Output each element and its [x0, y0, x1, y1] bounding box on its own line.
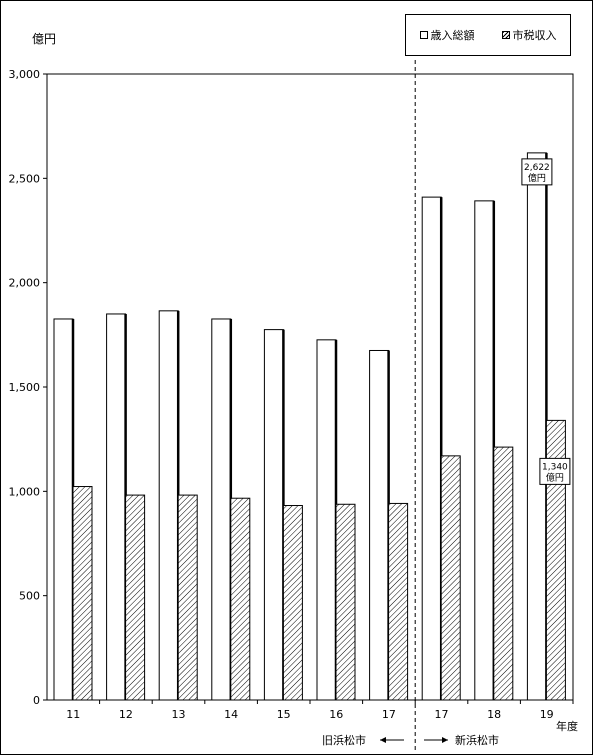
legend-item-tax: 市税収入: [501, 27, 557, 43]
bar-tax: [72, 486, 93, 701]
right-arrow: [424, 737, 448, 743]
annotation-unit: 億円: [546, 471, 564, 483]
bar-tax: [125, 494, 146, 701]
x-tick-label: 17: [382, 708, 396, 721]
legend-swatch-total: [419, 31, 428, 39]
annotation-value: 2,622: [524, 163, 550, 173]
bar-tax: [282, 505, 303, 701]
bar-total: [474, 200, 495, 701]
legend-label-total: 歳入総額: [430, 29, 475, 42]
y-tick-label: 1,000: [9, 485, 41, 498]
bar-total: [316, 339, 337, 701]
bar-total: [158, 310, 179, 701]
left-arrow: [380, 737, 404, 743]
x-tick-label: 19: [540, 708, 554, 721]
x-tick-label: 18: [487, 708, 501, 721]
bar-tax: [440, 455, 461, 701]
bar-total: [526, 152, 547, 701]
plot-area: 0 500 1,000 1,500 2,000 2,500 3,000 11 12 13 14 15 1…: [9, 60, 574, 750]
era-label-new: 新浜松市: [455, 733, 499, 747]
x-tick-label: 15: [277, 708, 291, 721]
x-axis-suffix: 年度: [556, 719, 578, 733]
y-tick-label: 1,500: [9, 381, 41, 394]
x-tick-label: 12: [119, 708, 133, 721]
legend-label-tax: 市税収入: [512, 29, 557, 42]
x-tick-label: 14: [224, 708, 238, 721]
legend-swatch-tax: [501, 31, 510, 39]
annotation-box: [539, 457, 571, 485]
annotation-unit: 億円: [528, 172, 546, 184]
legend-item-total: 歳入総額: [419, 27, 475, 43]
bar-total: [106, 313, 127, 701]
bar-total: [369, 349, 390, 701]
bar-tax: [388, 502, 409, 701]
era-label-old: 旧浜松市: [322, 733, 366, 747]
y-tick-label: 2,500: [9, 172, 41, 185]
bar-tax: [493, 446, 514, 701]
bar-total: [263, 329, 284, 701]
legend: 歳入総額 市税収入: [405, 14, 571, 56]
x-tick-label: 11: [66, 708, 80, 721]
y-tick-label: 0: [33, 694, 40, 707]
bar-total: [421, 196, 442, 701]
bar-tax: [177, 494, 198, 701]
x-tick-label: 17: [435, 708, 449, 721]
annotation-box: [521, 158, 553, 186]
x-tick-label: 13: [172, 708, 186, 721]
bar-tax: [335, 503, 356, 701]
x-tick-label: 16: [329, 708, 343, 721]
bar-tax: [230, 497, 251, 701]
bar-total: [211, 318, 232, 701]
annotation-value: 1,340: [542, 462, 568, 472]
y-tick-label: 500: [19, 590, 40, 603]
y-tick-label: 2,000: [9, 277, 41, 290]
y-tick-label: 3,000: [9, 68, 41, 81]
bar-total: [53, 318, 74, 701]
bar-tax: [545, 419, 566, 701]
y-axis-unit: 億円: [32, 32, 57, 46]
